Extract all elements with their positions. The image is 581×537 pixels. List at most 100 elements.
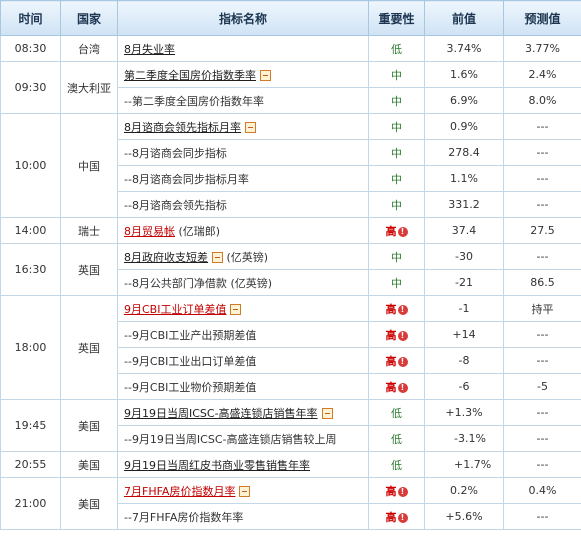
unit-text: (亿英镑) <box>226 250 269 264</box>
indicator-cell: --9月CBI工业产出预期差值 <box>117 321 369 348</box>
header-indicator[interactable]: 指标名称 <box>117 0 369 36</box>
indicator-link[interactable]: 7月FHFA房价指数月率 <box>124 484 236 498</box>
indicator-link[interactable]: 8月谘商会领先指标月率 <box>124 120 241 134</box>
forecast-value: --- <box>503 113 581 140</box>
table-row: 18:00 英国 9月CBI工业订单差值 高! -1 持平 <box>0 295 581 400</box>
previous-value: -21 <box>424 269 504 296</box>
indicator-link[interactable]: 8月失业率 <box>124 42 175 56</box>
collapse-box-icon[interactable] <box>239 485 251 497</box>
importance-cell: 中 <box>368 87 425 114</box>
indicator-link[interactable]: 8月政府收支短差 <box>124 250 208 264</box>
header-previous[interactable]: 前值 <box>424 0 504 36</box>
importance-label: 高 <box>385 302 397 316</box>
forecast-value: --- <box>503 139 581 166</box>
forecast-value: --- <box>503 451 581 478</box>
previous-value: 3.74% <box>424 35 504 62</box>
importance-cell: 高! <box>368 503 425 530</box>
indicator-cell: 第二季度全国房价指数季率 <box>117 61 369 88</box>
indicator-cell: --9月19日当周ICSC-高盛连锁店销售较上周 <box>117 425 369 452</box>
indicator-link[interactable]: 9月CBI工业订单差值 <box>124 302 227 316</box>
country-cell: 瑞士 <box>60 217 118 244</box>
unit-text: (亿瑞郎) <box>178 224 221 238</box>
time-cell: 09:30 <box>0 61 61 114</box>
indicator-cell: --9月CBI工业物价预期差值 <box>117 373 369 400</box>
indicator-link[interactable]: 8月贸易帐 <box>124 224 175 238</box>
unit-text: (亿英镑) <box>230 276 273 290</box>
importance-cell: 低 <box>368 425 425 452</box>
forecast-value: 2.4% <box>503 61 581 88</box>
collapse-box-icon[interactable] <box>212 251 223 263</box>
importance-cell: 中 <box>368 139 425 166</box>
previous-value: 6.9% <box>424 87 504 114</box>
header-forecast[interactable]: 预测值 <box>503 0 581 36</box>
collapse-box-icon[interactable] <box>321 407 333 419</box>
table-row: 19:45 美国 9月19日当周ICSC-高盛连锁店销售年率 低 +1.3% -… <box>0 399 581 452</box>
importance-cell: 高! <box>368 347 425 374</box>
time-cell: 10:00 <box>0 113 61 218</box>
collapse-box-icon[interactable] <box>245 121 256 133</box>
indicator-cell: --8月谘商会领先指标 <box>117 191 369 218</box>
previous-value: 278.4 <box>424 139 504 166</box>
indicator-cell: --8月谘商会同步指标月率 <box>117 165 369 192</box>
header-time[interactable]: 时间 <box>0 0 61 36</box>
indicator-link[interactable]: 9月19日当周ICSC-高盛连锁店销售年率 <box>124 406 318 420</box>
country-cell: 澳大利亚 <box>60 61 118 114</box>
previous-value: +1.3% <box>424 399 504 426</box>
sub-indicator-text: --8月谘商会同步指标月率 <box>124 172 249 186</box>
indicator-cell: 9月CBI工业订单差值 <box>117 295 369 322</box>
importance-label: 高 <box>385 328 397 342</box>
forecast-value: 持平 <box>503 295 581 322</box>
alert-circle-icon: ! <box>397 304 408 315</box>
sub-indicator-text: --9月19日当周ICSC-高盛连锁店销售较上周 <box>124 432 337 446</box>
indicator-cell: 9月19日当周ICSC-高盛连锁店销售年率 <box>117 399 369 426</box>
collapse-box-icon[interactable] <box>230 303 242 315</box>
alert-circle-icon: ! <box>397 486 408 497</box>
previous-value: -1 <box>424 295 504 322</box>
importance-cell: 低 <box>368 451 425 478</box>
importance-cell: 高! <box>368 321 425 348</box>
importance-cell: 中 <box>368 269 425 296</box>
importance-cell: 中 <box>368 61 425 88</box>
forecast-value: --- <box>503 165 581 192</box>
indicator-cell: 7月FHFA房价指数月率 <box>117 477 369 504</box>
indicator-link[interactable]: 9月19日当周红皮书商业零售销售年率 <box>124 458 310 472</box>
country-cell: 美国 <box>60 399 118 452</box>
indicator-cell: --9月CBI工业出口订单差值 <box>117 347 369 374</box>
country-cell: 美国 <box>60 477 118 530</box>
previous-value: 0.9% <box>424 113 504 140</box>
previous-value: -30 <box>424 243 504 270</box>
collapse-box-icon[interactable] <box>260 69 271 81</box>
alert-circle-icon: ! <box>397 356 408 367</box>
indicator-cell: 8月失业率 <box>117 35 369 62</box>
indicator-cell: --第二季度全国房价指数年率 <box>117 87 369 114</box>
time-cell: 16:30 <box>0 243 61 296</box>
previous-value: +14 <box>424 321 504 348</box>
forecast-value: 3.77% <box>503 35 581 62</box>
sub-indicator-text: --7月FHFA房价指数年率 <box>124 510 244 524</box>
alert-circle-icon: ! <box>397 512 408 523</box>
previous-value: -6 <box>424 373 504 400</box>
previous-value: 1.1% <box>424 165 504 192</box>
previous-value: +1.7% <box>424 451 504 478</box>
table-row: 09:30 澳大利亚 第二季度全国房价指数季率 中 1.6% 2.4% <box>0 61 581 114</box>
indicator-cell: 8月政府收支短差 (亿英镑) <box>117 243 369 270</box>
forecast-value: 8.0% <box>503 87 581 114</box>
header-importance[interactable]: 重要性 <box>368 0 425 36</box>
header-row: 时间 国家 指标名称 重要性 前值 预测值 <box>0 0 581 36</box>
table-row: 14:00 瑞士 8月贸易帐 (亿瑞郎) 高! 37.4 27.5 <box>0 217 581 244</box>
table-row: 20:55 美国 9月19日当周红皮书商业零售销售年率 低 +1.7% --- <box>0 451 581 478</box>
importance-cell: 中 <box>368 165 425 192</box>
forecast-value: --- <box>503 347 581 374</box>
indicator-cell: --8月公共部门净借款 (亿英镑) <box>117 269 369 296</box>
importance-cell: 高! <box>368 477 425 504</box>
importance-cell: 高! <box>368 217 425 244</box>
alert-circle-icon: ! <box>397 382 408 393</box>
sub-indicator-text: --8月谘商会领先指标 <box>124 198 227 212</box>
sub-indicator-text: --第二季度全国房价指数年率 <box>124 94 264 108</box>
header-country[interactable]: 国家 <box>60 0 118 36</box>
table-row: 21:00 美国 7月FHFA房价指数月率 高! 0.2% 0.4% <box>0 477 581 530</box>
time-cell: 19:45 <box>0 399 61 452</box>
indicator-link[interactable]: 第二季度全国房价指数季率 <box>124 68 256 82</box>
country-cell: 台湾 <box>60 35 118 62</box>
